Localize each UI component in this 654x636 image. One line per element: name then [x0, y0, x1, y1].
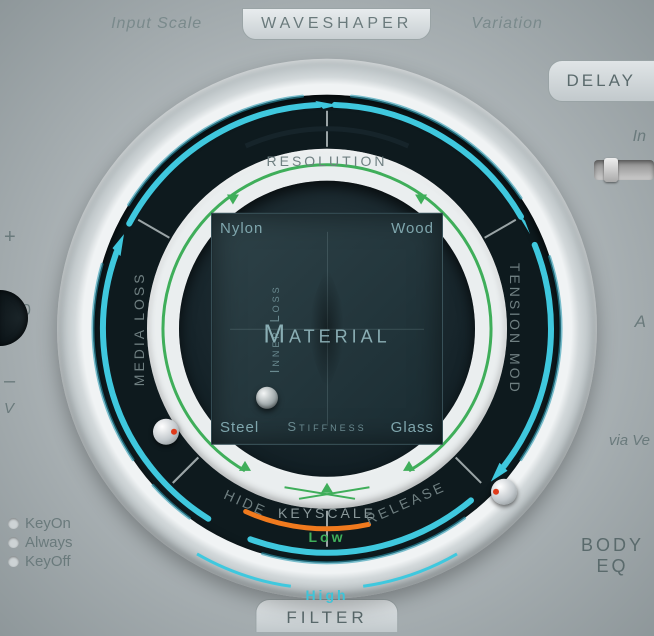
delay-in-slider[interactable]: [594, 160, 654, 180]
tension-mod-pointer[interactable]: [491, 479, 517, 505]
scale-v: V: [4, 400, 14, 417]
scale-minus: –: [4, 370, 15, 393]
filter-tab[interactable]: FILTER: [255, 599, 398, 632]
corner-nylon: Nylon: [220, 220, 263, 237]
axis-stiffness: Stiffness: [287, 419, 366, 434]
waveshaper-tab[interactable]: WAVESHAPER: [242, 8, 431, 40]
via-label: via Ve: [609, 432, 650, 449]
corner-steel: Steel: [220, 419, 259, 436]
left-edge-knob[interactable]: [0, 290, 28, 346]
scale-plus: +: [4, 226, 16, 249]
delay-in-label: In: [633, 128, 646, 146]
corner-wood: Wood: [391, 220, 434, 237]
material-puck[interactable]: [256, 387, 278, 409]
media-loss-pointer[interactable]: [153, 419, 179, 445]
corner-glass: Glass: [391, 419, 434, 436]
material-dial: RESOLUTION MEDIA LOSS TENSION MOD HIDE K…: [57, 59, 597, 599]
variation-label: Variation: [471, 15, 543, 33]
input-scale-label: Input Scale: [111, 15, 202, 33]
material-pad[interactable]: Nylon Wood Steel Glass Inner Loss Stiffn…: [211, 213, 443, 445]
material-title: Material: [263, 318, 390, 349]
a-label: A: [635, 312, 646, 332]
